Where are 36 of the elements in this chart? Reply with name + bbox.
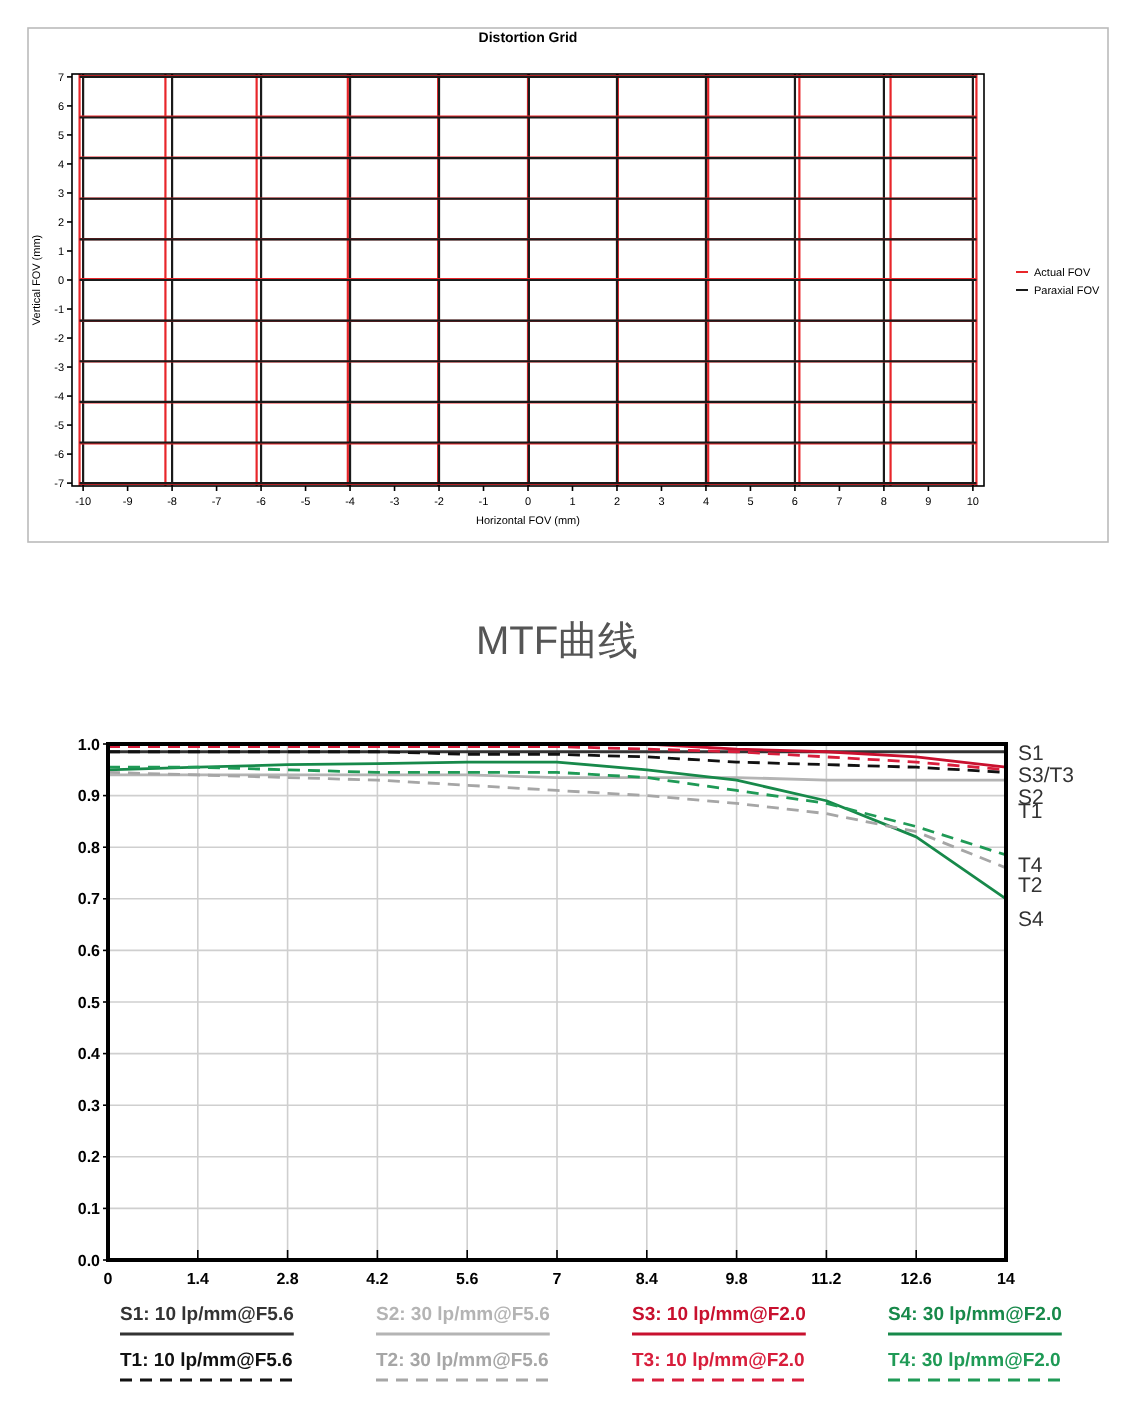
text: T2 <box>1018 874 1043 898</box>
text: S1: 10 lp/mm@F5.6 <box>120 1304 294 1326</box>
x-tick-label: 14 <box>997 1270 1016 1288</box>
y-tick-label: 0.4 <box>77 1045 102 1064</box>
y-tick-label: 0.6 <box>77 942 102 960</box>
x-tick-label: 0 <box>103 1270 114 1288</box>
x-tick-label: 9.8 <box>725 1270 749 1288</box>
text: T4: 30 lp/mm@F2.0 <box>888 1350 1061 1372</box>
chart-title: MTF曲线 <box>475 620 639 664</box>
text: T3: 10 lp/mm@F2.0 <box>632 1350 805 1372</box>
x-tick-label: 4.2 <box>366 1270 390 1288</box>
x-tick-label: 8.4 <box>635 1270 660 1288</box>
x-tick-label: 11.2 <box>811 1270 843 1288</box>
y-tick-label: 0.7 <box>77 890 102 909</box>
text: S4 <box>1018 908 1045 932</box>
y-tick-label: 0.5 <box>77 993 102 1012</box>
text: S1 <box>1018 742 1045 766</box>
y-tick-label: 0.1 <box>77 1200 102 1218</box>
text: T1: 10 lp/mm@F5.6 <box>120 1350 293 1372</box>
text: S4: 30 lp/mm@F2.0 <box>888 1304 1062 1326</box>
x-tick-label: 2.8 <box>276 1270 300 1288</box>
y-tick-label: 0.3 <box>77 1096 102 1115</box>
y-tick-label: 0.8 <box>77 838 102 857</box>
text: S3/T3 <box>1018 764 1075 788</box>
text: S2: 30 lp/mm@F5.6 <box>376 1304 550 1326</box>
y-tick-label: 0.0 <box>77 1251 102 1270</box>
x-tick-label: 1.4 <box>186 1270 211 1288</box>
text: S3: 10 lp/mm@F2.0 <box>632 1304 806 1326</box>
y-tick-label: 0.2 <box>77 1148 102 1167</box>
text: T4 <box>1018 854 1043 878</box>
x-tick-label: 12.6 <box>900 1270 933 1288</box>
y-tick-label: 0.9 <box>77 787 102 806</box>
x-tick-label: 7 <box>552 1270 563 1288</box>
text: T2: 30 lp/mm@F5.6 <box>376 1350 549 1372</box>
y-tick-label: 1.0 <box>77 735 102 754</box>
x-tick-label: 5.6 <box>456 1270 480 1288</box>
